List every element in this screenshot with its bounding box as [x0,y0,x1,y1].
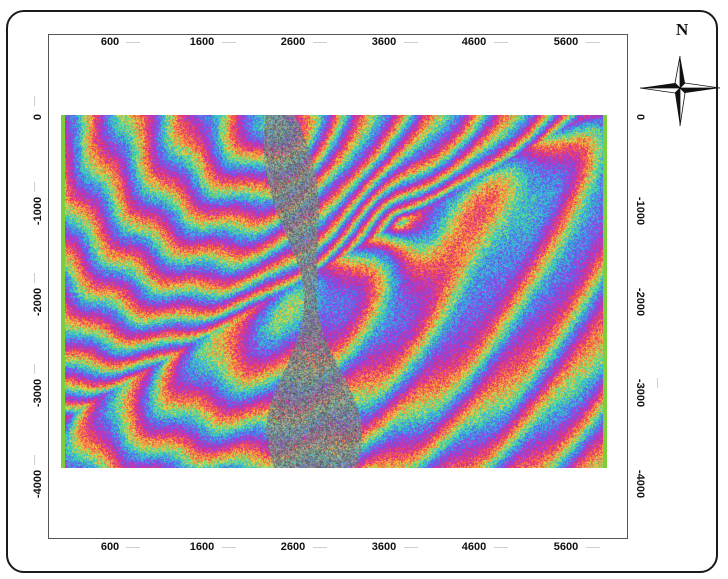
x-tick-mark [126,42,140,43]
north-arrow-compass-icon [639,55,721,127]
x-tick-top: 5600 [553,36,579,48]
y-tick-mark [34,273,35,283]
x-tick-mark [313,547,327,548]
x-tick-mark [404,42,418,43]
raster-right-edge [603,115,607,468]
x-tick-bottom: 1600 [189,541,215,553]
y-tick-right: -2000 [634,287,646,317]
y-tick-mark [34,182,35,192]
x-tick-mark [494,42,508,43]
y-tick-left: -1000 [32,196,44,226]
x-tick-bottom: 4600 [461,541,487,553]
y-tick-left: -2000 [32,287,44,317]
north-label: N [676,20,689,39]
x-tick-top: 3600 [371,36,397,48]
x-tick-top: 2600 [280,36,306,48]
fringe-canvas [61,115,607,468]
x-tick-mark [126,547,140,548]
x-tick-top: 600 [100,36,120,48]
x-tick-mark [313,42,327,43]
y-tick-right: -4000 [634,469,646,499]
x-tick-mark [586,42,600,43]
x-tick-bottom: 2600 [280,541,306,553]
x-tick-mark [222,42,236,43]
interferogram-raster [61,115,607,468]
y-tick-mark [34,96,35,106]
y-tick-right: -1000 [634,196,646,226]
x-tick-top: 1600 [189,36,215,48]
y-tick-left: -4000 [32,469,44,499]
x-tick-mark [586,547,600,548]
y-tick-left: 0 [32,113,44,121]
y-tick-mark [34,364,35,374]
x-tick-mark [494,547,508,548]
x-tick-mark [404,547,418,548]
x-tick-bottom: 600 [100,541,120,553]
raster-left-edge [61,115,65,468]
y-tick-mark [34,455,35,465]
y-tick-mark [657,378,658,388]
x-tick-bottom: 3600 [371,541,397,553]
x-tick-top: 4600 [461,36,487,48]
x-tick-mark [222,547,236,548]
y-tick-left: -3000 [32,378,44,408]
y-tick-right: -3000 [634,378,646,408]
x-tick-bottom: 5600 [553,541,579,553]
